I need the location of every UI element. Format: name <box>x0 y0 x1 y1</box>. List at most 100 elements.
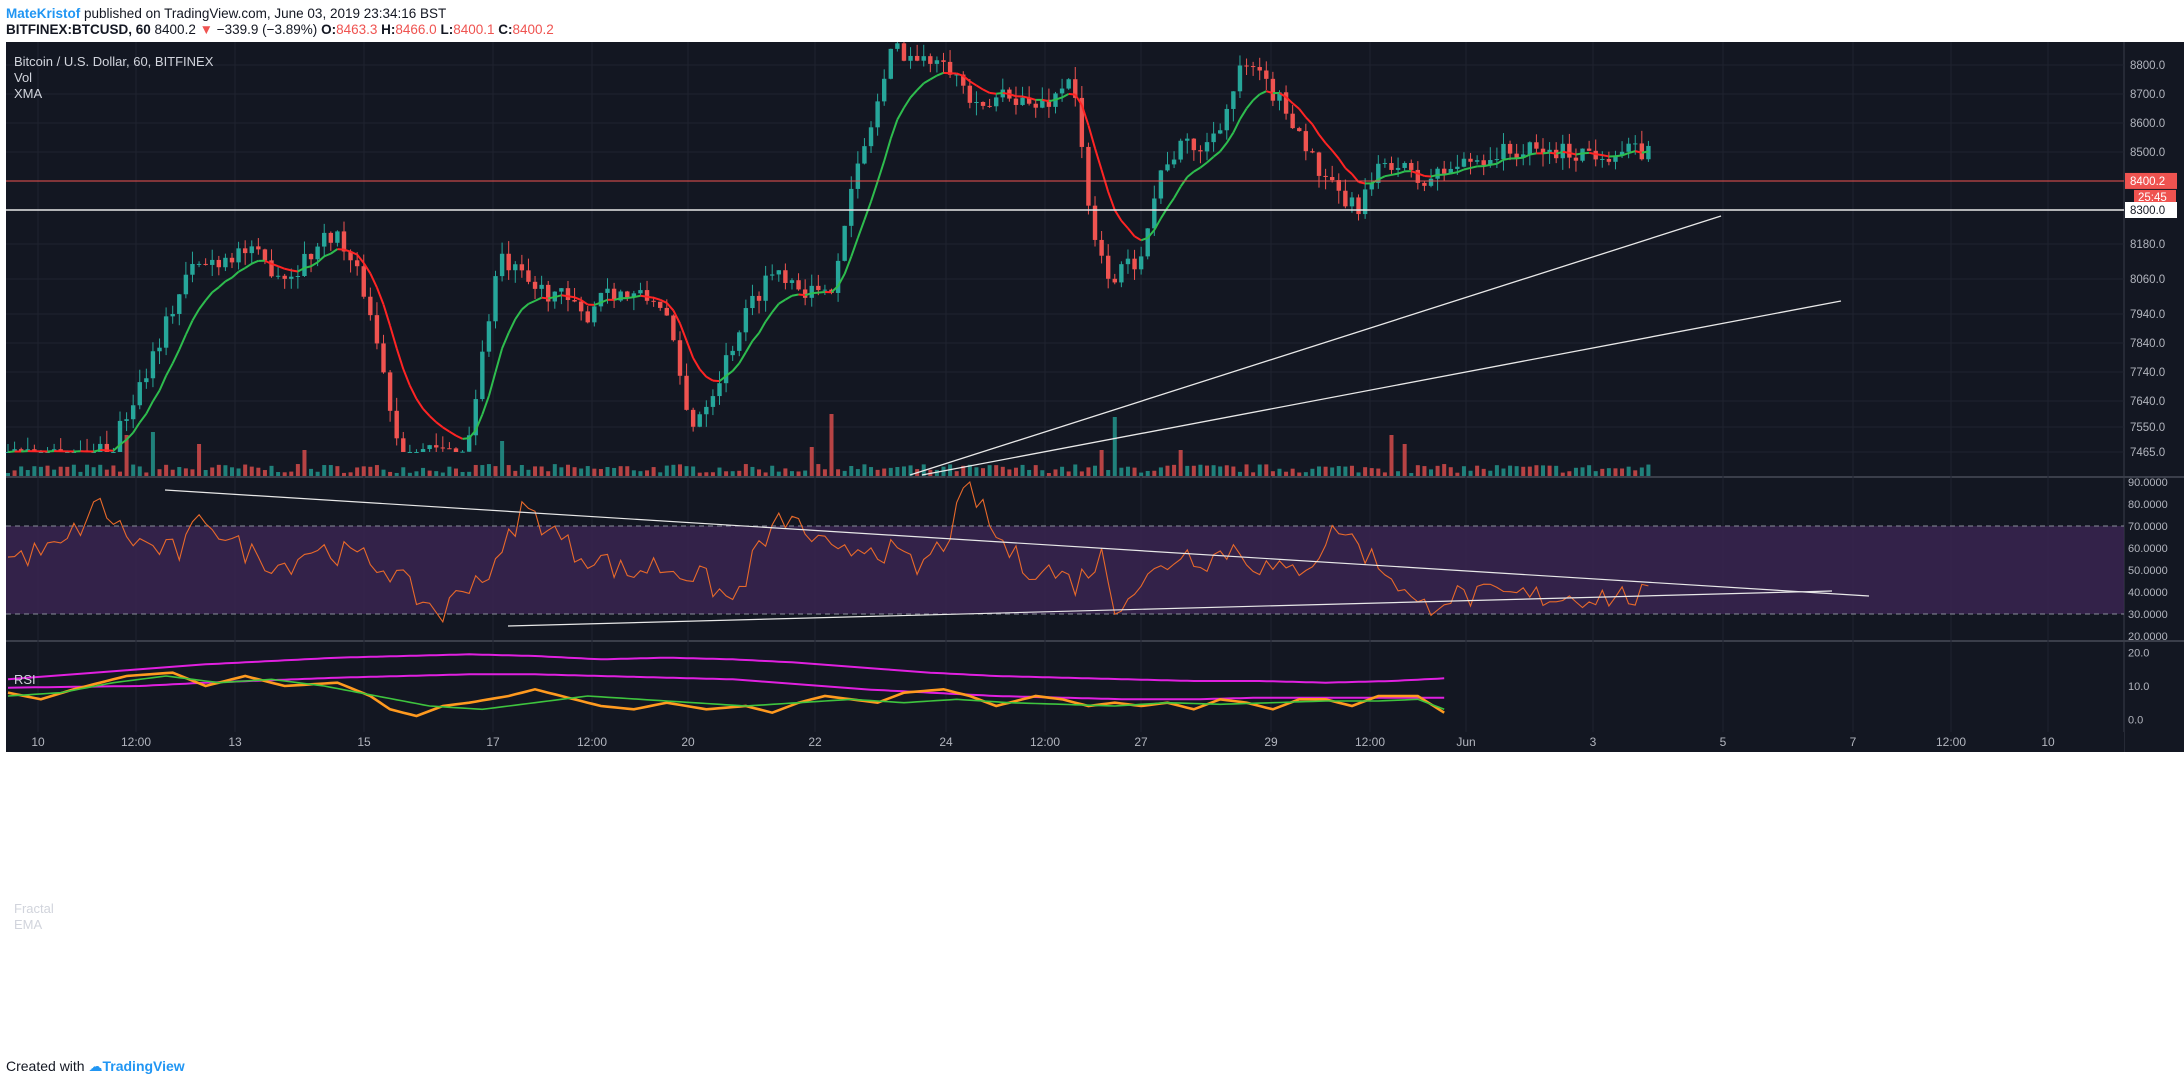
volume-bar <box>117 471 122 476</box>
volume-bar <box>1178 450 1183 476</box>
last-price-badge <box>2125 172 2177 189</box>
xma-segment <box>541 296 549 300</box>
volume-bar <box>829 414 834 476</box>
candle-body <box>434 445 439 448</box>
volume-bar <box>1429 469 1434 476</box>
candle-body <box>262 249 268 261</box>
candle-body <box>546 284 551 302</box>
xma-segment <box>1529 152 1537 156</box>
rsi-legend: RSI <box>14 672 36 687</box>
xma-segment <box>712 379 720 383</box>
created-with-text: Created with <box>6 1058 85 1074</box>
volume-bar <box>592 468 597 476</box>
author-link[interactable]: MateKristof <box>6 6 81 21</box>
rsi-line <box>7 480 1649 624</box>
volume-bar <box>658 472 663 476</box>
xma-segment <box>1298 108 1307 118</box>
volume-bar <box>1363 467 1368 476</box>
volume-bar <box>1073 464 1078 476</box>
volume-bar <box>1218 466 1223 476</box>
volume-bar <box>1284 471 1289 476</box>
xma-segment <box>1542 151 1550 155</box>
candle-body <box>269 260 274 277</box>
level-badge <box>2125 202 2177 218</box>
volume-bar <box>12 470 17 476</box>
xma-segment <box>870 181 879 202</box>
volume-bar <box>374 465 379 476</box>
candle-body <box>1626 143 1631 152</box>
rsi-tick-label: 60.0000 <box>2128 543 2168 555</box>
candle-body <box>1158 170 1164 199</box>
candle-body <box>223 257 228 268</box>
volume-bar <box>803 470 808 476</box>
xma-segment <box>989 91 997 95</box>
volume-bar <box>967 464 972 476</box>
volume-bar <box>157 469 162 476</box>
rsi-trendline <box>507 590 1833 627</box>
candle-body <box>1540 148 1546 154</box>
volume-bar <box>1455 472 1460 476</box>
candle-body <box>1553 149 1559 159</box>
volume-bar <box>348 472 353 476</box>
volume-bar <box>908 465 913 476</box>
xma-segment <box>125 431 134 441</box>
candle-body <box>730 350 735 356</box>
candle-body <box>1455 166 1460 169</box>
candle-body <box>849 188 854 226</box>
xma-segment <box>876 160 886 182</box>
candle-body <box>1428 178 1434 186</box>
volume-bar <box>1620 468 1625 476</box>
volume-bar <box>1264 464 1269 476</box>
rsi-indicator <box>6 480 2124 627</box>
candle-body <box>862 146 867 164</box>
candle-body <box>908 55 913 61</box>
candle-body <box>1171 159 1177 165</box>
main-legend-title: Bitcoin / U.S. Dollar, 60, BITFINEX <box>14 54 214 69</box>
countdown-label: 25:45 <box>2138 192 2167 204</box>
volume-bar <box>309 468 314 476</box>
candle-body <box>835 260 841 293</box>
xma-segment <box>975 84 984 91</box>
candle-body <box>1329 176 1335 181</box>
xma-segment <box>771 303 780 313</box>
volume-bar <box>882 468 887 476</box>
price-tick-label: 8060.0 <box>2130 274 2165 286</box>
volume-bar <box>1125 466 1130 476</box>
xma-segment <box>408 385 418 400</box>
volume-bar <box>987 465 992 476</box>
volume-bar <box>1626 466 1631 476</box>
candle-body <box>144 378 149 383</box>
candle-body <box>1534 142 1539 149</box>
volume-bar <box>1145 470 1150 476</box>
candle-body <box>1441 168 1447 174</box>
time-axis-background <box>6 732 2124 752</box>
candle-body <box>1362 189 1368 215</box>
time-tick-label: Jun <box>1456 735 1475 749</box>
volume-bar <box>664 465 669 476</box>
volume-bar <box>645 470 650 476</box>
xma-segment <box>1080 104 1090 126</box>
xma-segment <box>138 413 148 424</box>
trendlines[interactable] <box>909 215 1842 476</box>
volume-bar <box>849 466 854 476</box>
volume-bar <box>743 464 748 476</box>
trendline <box>921 300 1842 476</box>
candle-body <box>1349 197 1355 207</box>
candle-body <box>1079 97 1085 147</box>
candle-body <box>1600 158 1605 160</box>
change-value: −339.9 (−3.89%) <box>216 22 318 37</box>
candle-body <box>1092 205 1098 240</box>
price-tick-label: 7640.0 <box>2130 396 2165 408</box>
time-tick-label: 12:00 <box>121 735 151 749</box>
candle-body <box>249 246 254 254</box>
price-tick-label: 8600.0 <box>2130 118 2165 130</box>
trading-chart[interactable]: 9400.09200.09100.09000.08900.08800.08700… <box>0 42 2184 1054</box>
candle-body <box>1586 148 1592 151</box>
chart-header: MateKristof published on TradingView.com… <box>0 0 2184 42</box>
candle-body <box>789 280 795 283</box>
trendline <box>909 215 1722 476</box>
xma-segment <box>896 107 905 120</box>
chart-panes <box>6 42 2184 752</box>
candle-body <box>1382 163 1388 165</box>
tradingview-brand[interactable]: TradingView <box>102 1058 185 1074</box>
